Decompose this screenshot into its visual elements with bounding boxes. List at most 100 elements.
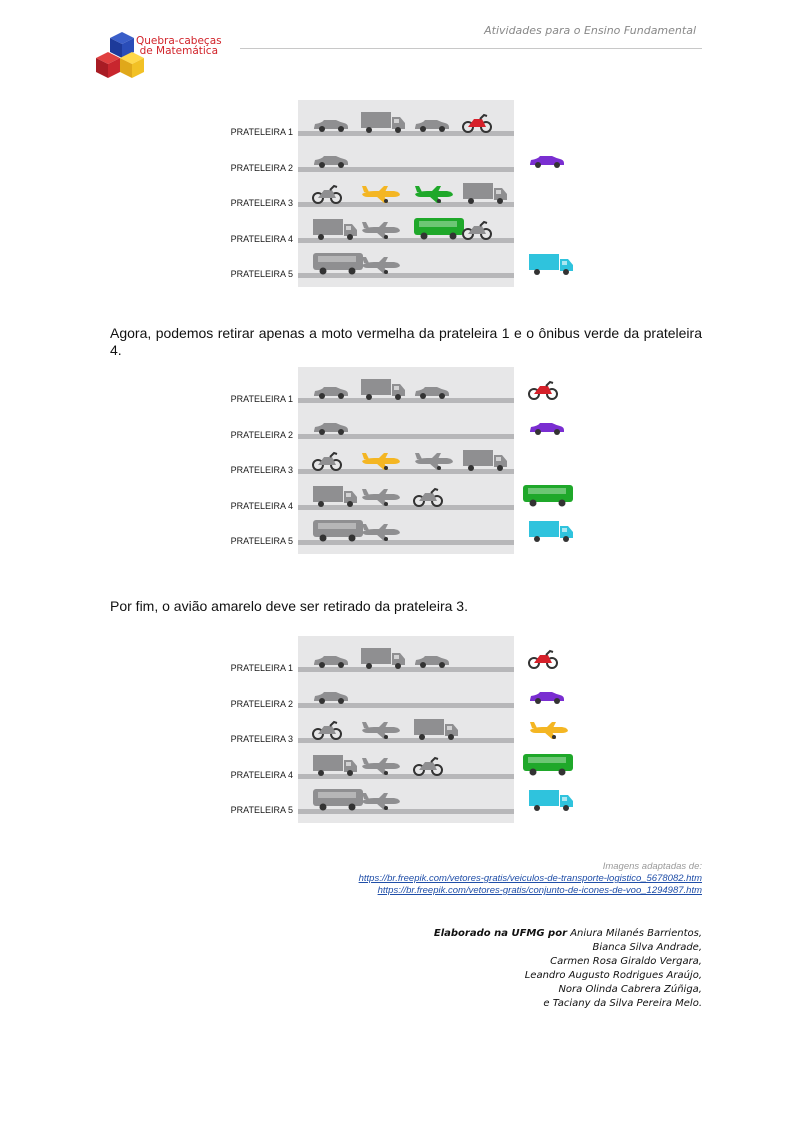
author-2: Bianca Silva Andrade,	[592, 942, 702, 953]
author-5: Nora Olinda Cabrera Zúñiga,	[558, 984, 702, 995]
truck-gray-icon	[360, 378, 406, 405]
author-4: Leandro Augusto Rodrigues Araújo,	[524, 970, 702, 981]
image-credits: Imagens adaptadas de: https://br.freepik…	[359, 861, 702, 897]
removed-truck-cyan-icon	[528, 253, 574, 280]
logo-cubes-icon	[96, 32, 144, 78]
shelf-label-3: PRATELEIRA 3	[230, 734, 293, 744]
plane-gray-icon	[413, 451, 455, 476]
shelf-label-5: PRATELEIRA 5	[230, 805, 293, 815]
shelf-label-1: PRATELEIRA 1	[230, 394, 293, 404]
plane-gray-icon	[360, 756, 402, 781]
removed-truck-cyan-icon	[528, 789, 574, 816]
shelf-label-4: PRATELEIRA 4	[230, 500, 293, 511]
shelf-label-2: PRATELEIRA 2	[230, 698, 293, 709]
plane-gray-icon	[360, 255, 402, 280]
shelf-label-4: PRATELEIRA 4	[230, 233, 293, 244]
author-6: e Taciany da Silva Pereira Melo.	[543, 998, 702, 1009]
bus-green-icon	[413, 216, 465, 245]
truck-gray-icon	[462, 449, 508, 476]
shelf-bar-1	[298, 131, 514, 136]
car-gray-icon	[312, 653, 350, 674]
shelf-label-1: PRATELEIRA 1	[230, 663, 293, 673]
authors-lead: Elaborado na UFMG por	[433, 928, 567, 939]
bus-gray-icon	[312, 251, 364, 280]
car-gray-icon	[413, 117, 451, 138]
shelf-label-2: PRATELEIRA 2	[230, 429, 293, 440]
removed-plane-yellow-icon	[528, 720, 570, 745]
removed-bus-green-icon	[522, 752, 574, 781]
author-1: Aniura Milanés Barrientos,	[570, 928, 702, 939]
removed-car-purple-icon	[528, 153, 566, 174]
shelf-bar-3	[298, 738, 514, 743]
credit-link-2[interactable]: https://br.freepik.com/vetores-gratis/co…	[377, 885, 702, 896]
shelf-label-3: PRATELEIRA 3	[230, 465, 293, 475]
removed-bus-green-icon	[522, 483, 574, 512]
truck-gray-icon	[312, 218, 358, 245]
shelf-label-5: PRATELEIRA 5	[230, 536, 293, 546]
truck-gray-icon	[312, 485, 358, 512]
plane-gray-icon	[360, 220, 402, 245]
motorcycle-gray-icon	[413, 487, 443, 512]
shelf-bar-5	[298, 809, 514, 814]
plane-gray-icon	[360, 791, 402, 816]
car-gray-icon	[312, 153, 350, 174]
shelf-bar-4	[298, 773, 514, 779]
truck-gray-icon	[413, 718, 459, 745]
car-gray-icon	[312, 117, 350, 138]
car-gray-icon	[413, 653, 451, 674]
shelf-label-5: PRATELEIRA 5	[230, 269, 293, 279]
credits-title: Imagens adaptadas de:	[602, 861, 702, 872]
shelf-bar-2	[298, 433, 514, 439]
plane-gray-icon	[360, 720, 402, 745]
header-divider	[240, 48, 702, 49]
shelf-bar-4	[298, 237, 514, 243]
header-tagline: Atividades para o Ensino Fundamental	[484, 24, 696, 37]
truck-gray-icon	[360, 647, 406, 674]
plane-gray-icon	[360, 522, 402, 547]
paragraph-1: Agora, podemos retirar apenas a moto ver…	[110, 325, 702, 358]
truck-gray-icon	[462, 182, 508, 209]
plane-yellow-icon	[360, 451, 402, 476]
bus-gray-icon	[312, 518, 364, 547]
paragraph-2: Por fim, o avião amarelo deve ser retira…	[110, 598, 468, 614]
shelf-bar-2	[298, 166, 514, 172]
car-gray-icon	[312, 689, 350, 710]
shelf-bar-4	[298, 504, 514, 510]
shelf-bar-3	[298, 202, 514, 207]
car-gray-icon	[312, 420, 350, 441]
removed-motorcycle-red-icon	[528, 380, 558, 405]
removed-car-purple-icon	[528, 689, 566, 710]
motorcycle-gray-icon	[462, 220, 492, 245]
logo-line-1: Quebra-cabeças	[136, 35, 222, 47]
logo-text: Quebra-cabeças de Matemática	[136, 35, 222, 57]
shelf-bar-3	[298, 469, 514, 474]
author-3: Carmen Rosa Giraldo Vergara,	[550, 956, 702, 967]
authors-block: Elaborado na UFMG por Aniura Milanés Bar…	[434, 927, 702, 1011]
authors-first-line: Elaborado na UFMG por Aniura Milanés Bar…	[434, 927, 702, 941]
logo-line-2: de Matemática	[139, 45, 219, 57]
shelf-label-4: PRATELEIRA 4	[230, 769, 293, 780]
shelf-label-2: PRATELEIRA 2	[230, 162, 293, 173]
truck-gray-icon	[312, 754, 358, 781]
shelf-bar-5	[298, 540, 514, 545]
plane-yellow-icon	[360, 184, 402, 209]
shelf-label-1: PRATELEIRA 1	[230, 127, 293, 137]
shelf-bar-1	[298, 667, 514, 672]
plane-green-icon	[413, 184, 455, 209]
motorcycle-gray-icon	[312, 720, 342, 745]
car-gray-icon	[413, 384, 451, 405]
removed-motorcycle-red-icon	[528, 649, 558, 674]
shelf-label-3: PRATELEIRA 3	[230, 198, 293, 208]
motorcycle-gray-icon	[312, 184, 342, 209]
plane-gray-icon	[360, 487, 402, 512]
motorcycle-gray-icon	[413, 756, 443, 781]
motorcycle-gray-icon	[312, 451, 342, 476]
removed-truck-cyan-icon	[528, 520, 574, 547]
truck-gray-icon	[360, 111, 406, 138]
car-gray-icon	[312, 384, 350, 405]
bus-gray-icon	[312, 787, 364, 816]
shelf-bar-1	[298, 398, 514, 403]
credit-link-1[interactable]: https://br.freepik.com/vetores-gratis/ve…	[358, 873, 702, 884]
shelf-bar-2	[298, 702, 514, 708]
shelf-bar-5	[298, 273, 514, 278]
